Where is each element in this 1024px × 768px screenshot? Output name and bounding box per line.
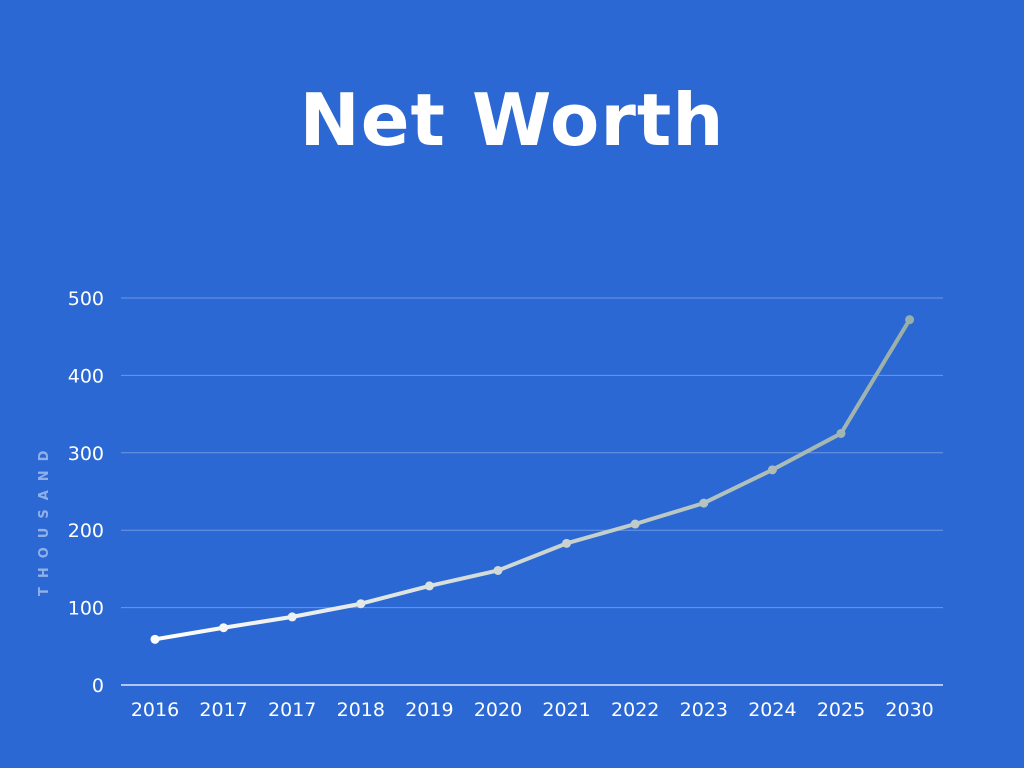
data-point xyxy=(767,465,777,475)
y-tick-label: 500 xyxy=(68,288,104,310)
x-tick-label: 2021 xyxy=(542,699,590,721)
data-point xyxy=(219,623,229,633)
x-tick-label: 2022 xyxy=(611,699,659,721)
x-tick-label: 2023 xyxy=(680,699,728,721)
data-point xyxy=(287,612,297,622)
series-line-path xyxy=(153,317,912,642)
data-point xyxy=(150,634,160,644)
chart-title: Net Worth xyxy=(299,78,725,162)
data-point xyxy=(699,498,709,508)
data-point xyxy=(424,581,434,591)
y-tick-label: 100 xyxy=(68,598,104,620)
x-axis-ticks: 2016 2017 2017 2018 2019 2020 2021 2022 2023 2024… xyxy=(131,699,934,721)
data-point xyxy=(356,599,366,609)
x-tick-label: 2030 xyxy=(885,699,933,721)
data-point xyxy=(630,519,640,529)
y-tick-label: 0 xyxy=(92,675,104,697)
x-tick-label: 2019 xyxy=(405,699,453,721)
x-tick-label: 2020 xyxy=(474,699,522,721)
y-tick-label: 300 xyxy=(68,443,104,465)
y-axis-ticks: 0 100 200 300 400 500 xyxy=(68,288,104,697)
data-point xyxy=(562,538,572,548)
y-axis-label: THOUSAND xyxy=(37,442,52,596)
data-point xyxy=(493,565,503,575)
series-line xyxy=(153,317,912,642)
data-point xyxy=(905,315,915,325)
x-tick-label: 2016 xyxy=(131,699,179,721)
series-points xyxy=(150,315,915,644)
x-tick-label: 2018 xyxy=(337,699,385,721)
data-point xyxy=(836,428,846,438)
x-tick-label: 2017 xyxy=(199,699,247,721)
y-tick-label: 400 xyxy=(68,365,104,387)
x-tick-label: 2024 xyxy=(748,699,796,721)
x-tick-label: 2025 xyxy=(817,699,865,721)
x-tick-label: 2017 xyxy=(268,699,316,721)
grid-lines xyxy=(121,297,943,686)
y-tick-label: 200 xyxy=(68,520,104,542)
